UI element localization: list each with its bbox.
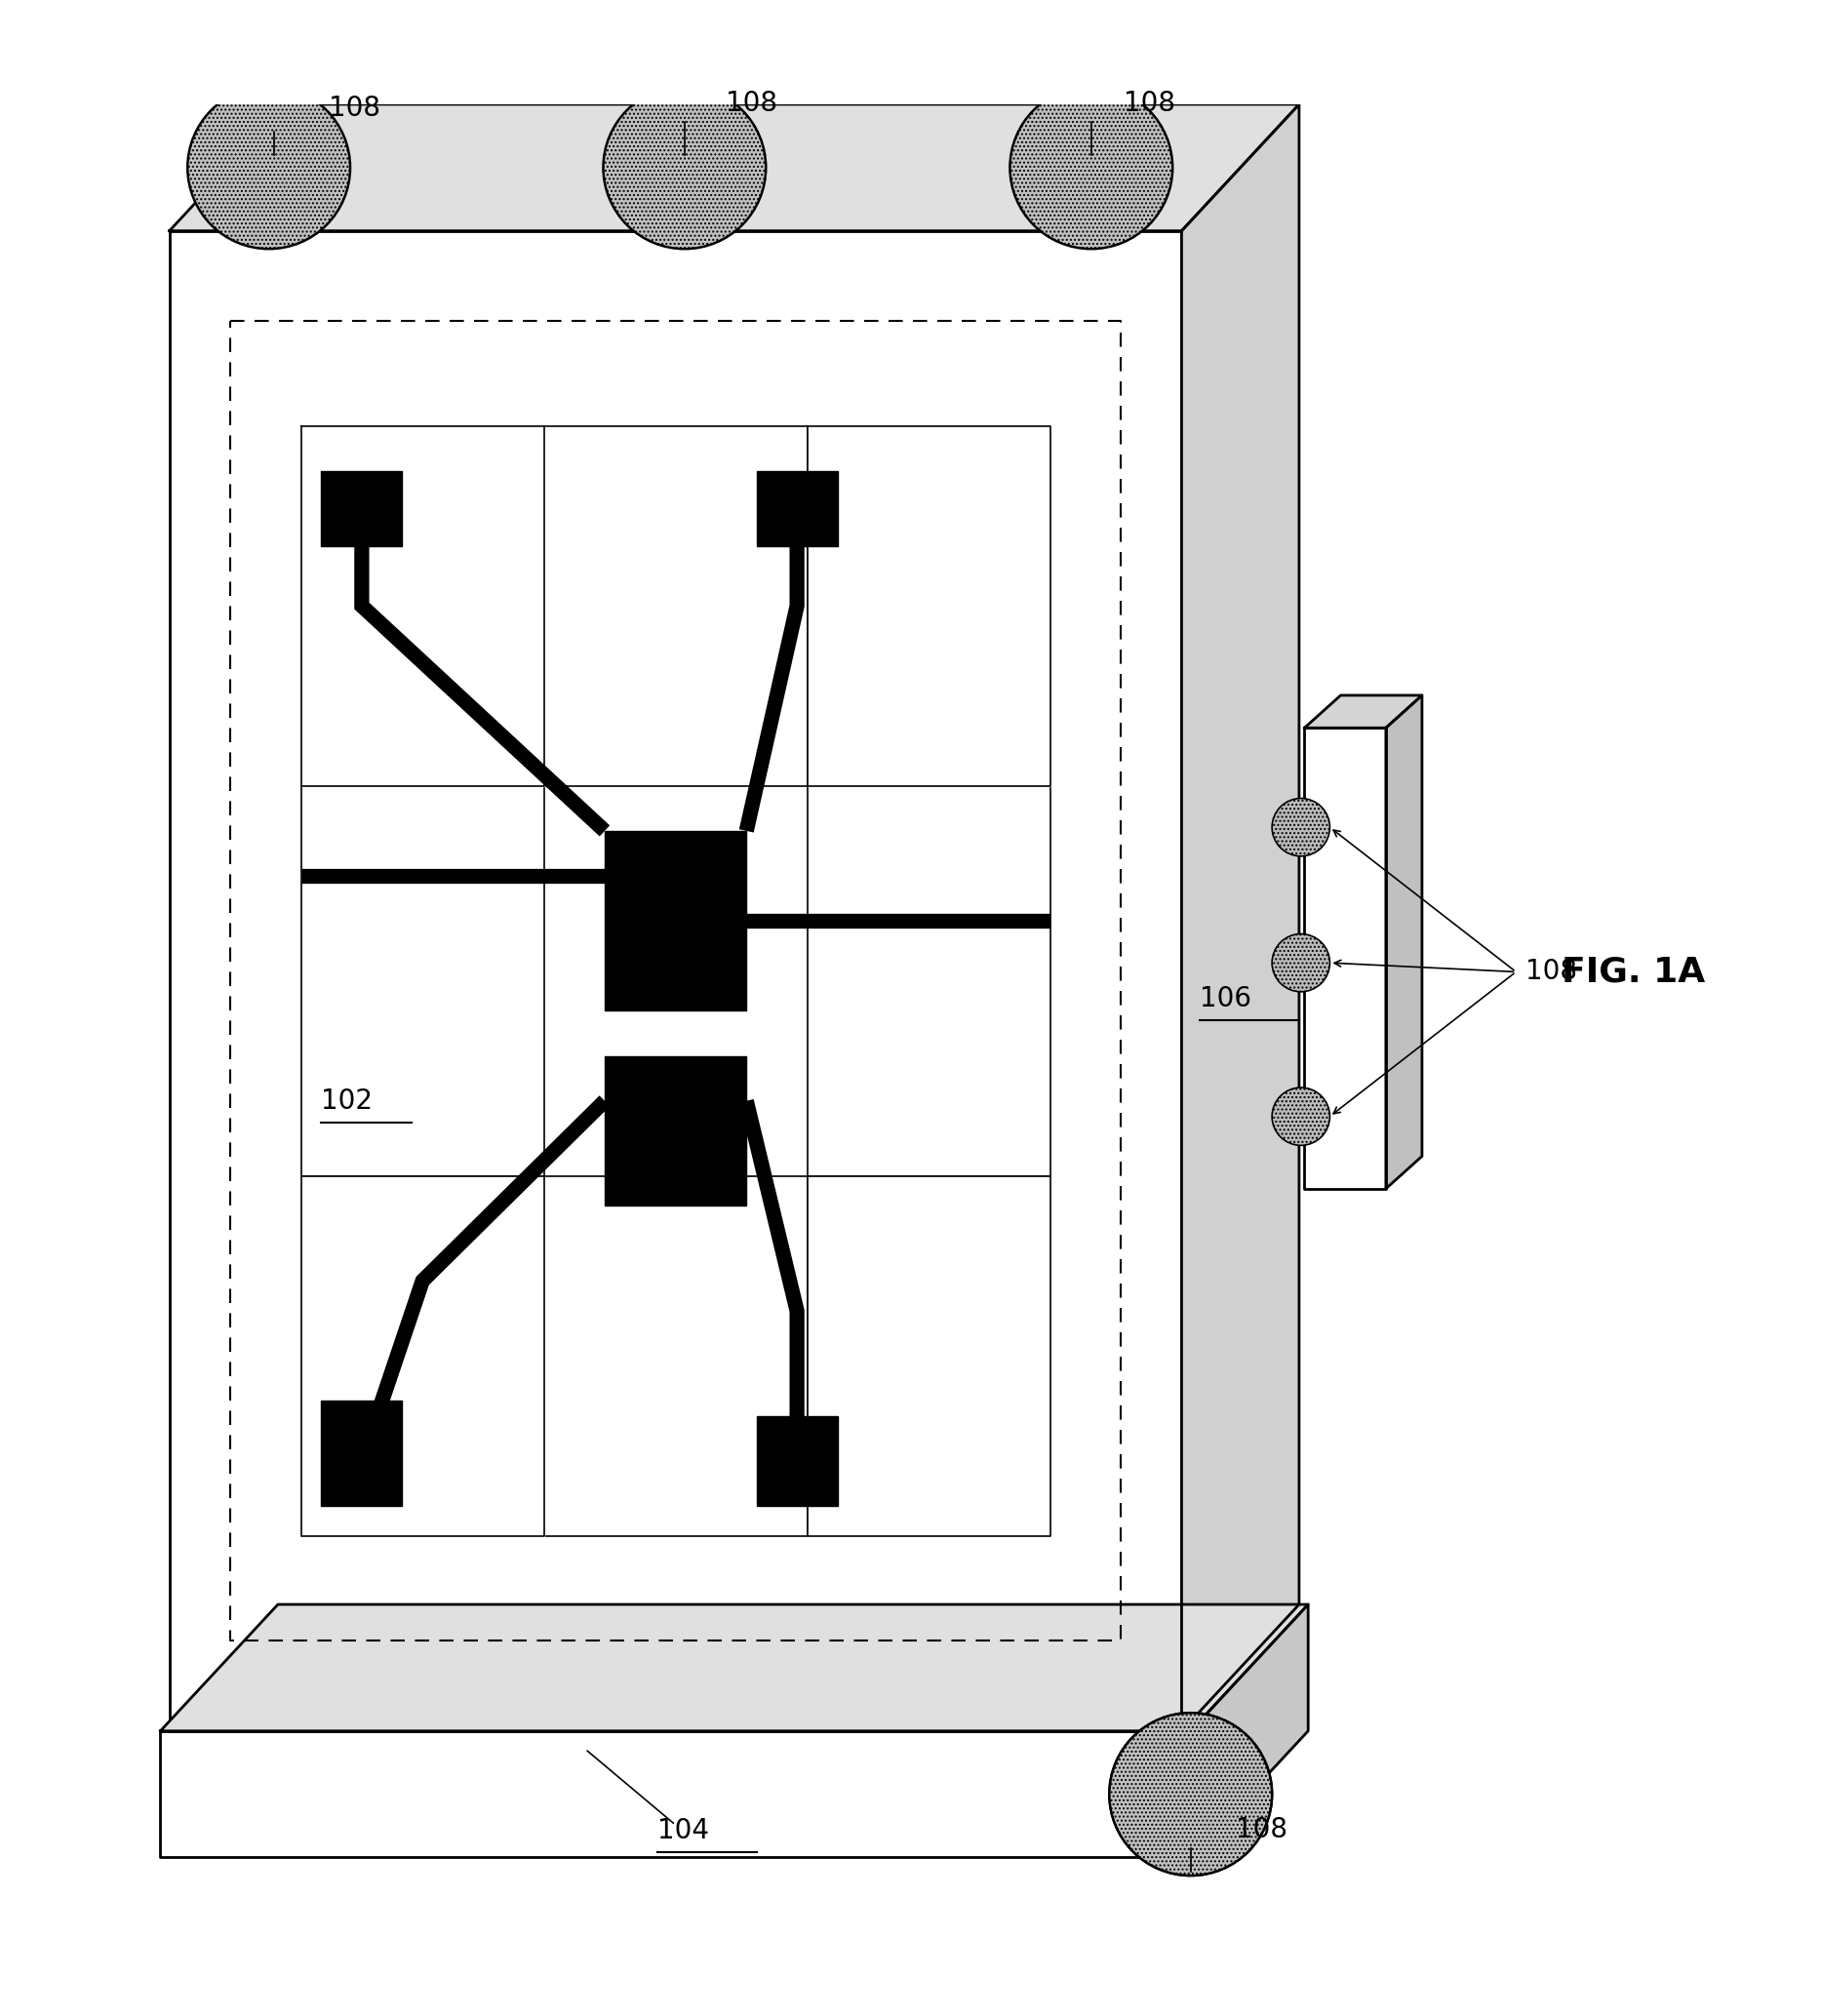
Polygon shape: [1386, 696, 1422, 1189]
Text: 104: 104: [657, 1816, 708, 1845]
Circle shape: [1109, 1714, 1273, 1875]
Polygon shape: [300, 425, 544, 786]
Polygon shape: [320, 472, 402, 546]
Circle shape: [1273, 933, 1329, 992]
Polygon shape: [1191, 1605, 1307, 1857]
Text: 108: 108: [1124, 89, 1176, 117]
Polygon shape: [544, 425, 807, 1536]
Text: 106: 106: [1200, 986, 1251, 1012]
Text: 108: 108: [1524, 958, 1577, 986]
Circle shape: [188, 87, 350, 248]
Circle shape: [1273, 798, 1329, 857]
Polygon shape: [320, 1401, 402, 1506]
Polygon shape: [605, 831, 747, 1010]
Circle shape: [1011, 87, 1173, 248]
Text: FIG. 1A: FIG. 1A: [1562, 956, 1704, 988]
Polygon shape: [300, 786, 1051, 1175]
Polygon shape: [807, 1175, 1051, 1536]
Circle shape: [1273, 1087, 1329, 1145]
Polygon shape: [160, 1605, 1307, 1732]
Polygon shape: [1182, 105, 1298, 1732]
Polygon shape: [756, 472, 838, 546]
Text: 108: 108: [328, 95, 381, 123]
Text: 108: 108: [1236, 1816, 1287, 1843]
Polygon shape: [807, 425, 1051, 786]
Polygon shape: [160, 1732, 1191, 1857]
Polygon shape: [169, 230, 1182, 1732]
Polygon shape: [756, 1415, 838, 1506]
Polygon shape: [1304, 728, 1386, 1189]
Polygon shape: [605, 1056, 747, 1206]
Text: 102: 102: [320, 1087, 373, 1115]
Circle shape: [1109, 1714, 1273, 1875]
Polygon shape: [1304, 696, 1422, 728]
Polygon shape: [169, 105, 1298, 230]
Circle shape: [603, 87, 767, 248]
Polygon shape: [300, 1175, 544, 1536]
Text: 108: 108: [727, 89, 778, 117]
